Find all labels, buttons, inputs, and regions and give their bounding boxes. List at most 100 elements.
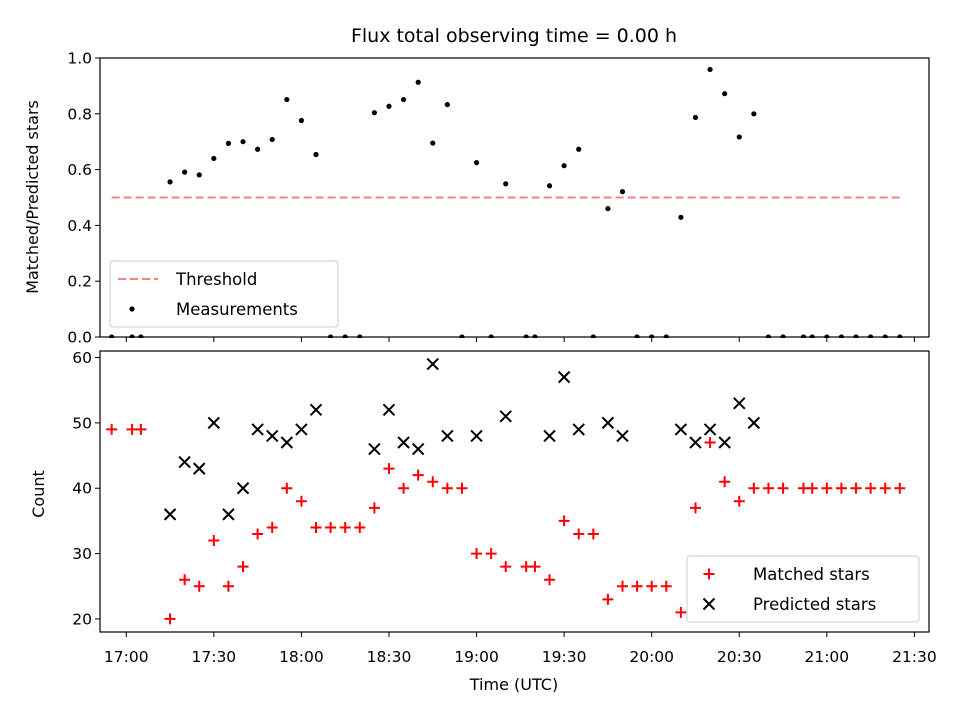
measurement-point (692, 114, 699, 121)
matched-stars-point (704, 436, 716, 448)
matched-stars-point (325, 521, 337, 533)
predicted-stars-point (572, 423, 585, 436)
predicted-stars-point (266, 429, 279, 443)
matched-stars-point (529, 561, 541, 573)
predicted-stars-point (557, 370, 571, 384)
ratio-y-axis-label: Matched/Predicted stars (23, 100, 42, 294)
matched-stars-point (573, 528, 585, 540)
measurement-point (240, 139, 246, 145)
matched-stars-point (821, 482, 833, 494)
predicted-stars-point (280, 436, 294, 449)
matched-stars-point (733, 495, 745, 507)
predicted-stars-point (470, 429, 483, 443)
measurement-point (444, 101, 450, 108)
chart-title: Flux total observing time = 0.00 h (351, 25, 677, 47)
matched-stars-point (748, 482, 760, 494)
count-panel: 20 30 40 50 60 17:00 17:30 18:00 18:30 19:00 19:30… (29, 349, 937, 694)
matched-stars-point (193, 580, 205, 592)
matched-stars-point (427, 476, 439, 488)
measurement-point (400, 96, 407, 103)
measurement-point (298, 117, 305, 124)
measurement-point (342, 334, 348, 338)
matched-stars-point (894, 482, 906, 494)
measurement-point (225, 140, 232, 146)
matched-stars-point (456, 482, 468, 494)
matched-stars-point (339, 521, 351, 533)
measurement-point (736, 134, 742, 140)
measurement-point (129, 334, 135, 338)
predicted-stars-point (295, 423, 308, 436)
matched-stars-point (850, 482, 862, 494)
matched-stars-point (558, 515, 570, 527)
measurement-point (809, 334, 815, 338)
matched-stars-point (208, 535, 220, 547)
measurement-point (532, 334, 538, 338)
predicted-stars-point (222, 508, 235, 521)
measurement-point (473, 160, 480, 166)
matched-stars-point (617, 580, 629, 592)
matched-stars-point (179, 574, 191, 586)
matched-stars-point (295, 495, 307, 507)
measurement-point (649, 334, 655, 338)
matched-stars-point (310, 521, 322, 533)
matched-stars-point (281, 482, 293, 494)
measurement-point (255, 146, 261, 152)
ratio-y-tick-label: 0.2 (67, 273, 92, 291)
measurement-point (824, 334, 830, 338)
matched-stars-point (412, 469, 424, 481)
measurement-point (109, 334, 115, 338)
legend-label: Measurements (176, 300, 298, 319)
predicted-stars-point (368, 442, 381, 456)
matched-stars-point (719, 476, 731, 488)
measurement-point (561, 163, 567, 169)
x-tick-label: 19:30 (542, 648, 587, 666)
matched-stars-point (777, 482, 789, 494)
matched-stars-point (354, 521, 366, 533)
count-legend-box (686, 555, 920, 623)
measurement-point (328, 334, 334, 338)
ratio-y-tick-label: 0.4 (67, 217, 92, 235)
x-tick-label: 20:00 (629, 648, 674, 666)
matched-stars-point (879, 482, 891, 494)
x-tick-label: 17:00 (104, 648, 149, 666)
matched-stars-point (689, 502, 701, 514)
measurement-point (882, 334, 888, 338)
measurement-point (751, 111, 757, 117)
measurement-point (707, 66, 713, 73)
predicted-stars-point (689, 436, 702, 449)
predicted-stars-point (193, 462, 206, 475)
measurement-point (386, 103, 392, 109)
matched-stars-point (471, 548, 483, 560)
measurement-point (284, 96, 290, 103)
measurement-point (357, 334, 363, 338)
matched-stars-point (368, 502, 380, 514)
measurement-point (634, 334, 640, 338)
matched-stars-point (660, 580, 672, 592)
measurement-point (269, 136, 275, 143)
count-plot-area: 20 30 40 50 60 17:00 17:30 18:00 18:30 19:00 19:30… (72, 349, 936, 666)
legend-label: Matched stars (753, 565, 870, 584)
measurement-point (678, 214, 684, 220)
ratio-y-tick-label: 0.0 (67, 329, 92, 347)
legend-measurement-swatch (129, 306, 135, 312)
matched-stars-point (865, 482, 877, 494)
measurement-point (313, 151, 319, 158)
x-tick-label: 21:00 (804, 648, 849, 666)
ratio-plot-area: 0.0 0.2 0.4 0.6 0.8 1.0 Threshold Measurements (67, 50, 930, 347)
matched-stars-point (806, 482, 818, 494)
predicted-stars-point (733, 397, 746, 410)
count-legend: Matched stars Predicted stars (686, 555, 920, 623)
predicted-stars-point (718, 436, 731, 449)
measurement-point (459, 334, 465, 338)
legend-label: Threshold (175, 270, 257, 289)
matched-stars-point (587, 528, 599, 540)
x-tick-label: 20:30 (717, 648, 762, 666)
count-axes-frame (99, 350, 930, 633)
x-tick-label: 17:30 (192, 648, 237, 666)
measurement-point (663, 334, 669, 338)
predicted-stars-point (411, 442, 425, 456)
count-y-tick-label: 50 (72, 414, 92, 432)
measurement-point (503, 181, 509, 187)
matched-stars-point (500, 561, 512, 573)
measurement-point (780, 334, 786, 338)
